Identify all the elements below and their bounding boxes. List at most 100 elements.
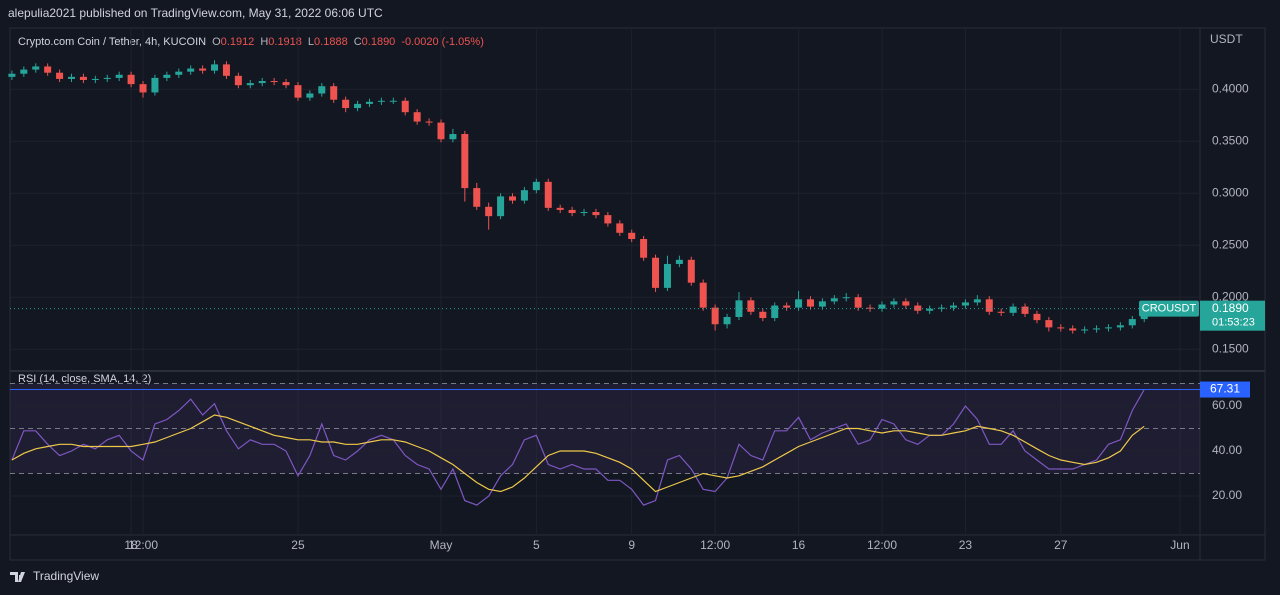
- candle-body: [640, 239, 648, 258]
- candle-body: [151, 77, 159, 93]
- legend-value: 0.1912: [221, 36, 255, 48]
- candle-body: [115, 74, 123, 78]
- legend-value: 0.1890: [362, 36, 396, 48]
- candle-body: [79, 76, 87, 80]
- candle-body: [1081, 329, 1089, 331]
- candle-body: [652, 257, 660, 288]
- candle-body: [950, 305, 958, 308]
- candle-body: [509, 196, 517, 201]
- candle-body: [711, 307, 719, 325]
- candle-body: [1009, 306, 1017, 313]
- candle-body: [580, 211, 588, 214]
- footer: TradingView: [10, 569, 99, 583]
- candle-body: [318, 86, 326, 94]
- candle-body: [401, 100, 409, 113]
- candle-body: [365, 101, 373, 104]
- candle-body: [723, 316, 731, 325]
- candle-body: [56, 72, 64, 79]
- candle-body: [663, 263, 671, 288]
- candle-body: [20, 69, 28, 74]
- value-tag: [1200, 381, 1250, 398]
- candle-body: [246, 83, 254, 86]
- candle-body: [592, 211, 600, 216]
- candle-body: [222, 64, 230, 76]
- x-tick-label: 5: [533, 538, 540, 552]
- candle-body: [759, 311, 767, 319]
- candle-body: [568, 209, 576, 214]
- countdown-text: 01:53:23: [1212, 317, 1255, 329]
- candle-body: [91, 78, 99, 80]
- y-tick-label: 40.00: [1212, 443, 1242, 457]
- candle-body: [878, 304, 886, 309]
- y-tick-label: 0.2500: [1212, 237, 1249, 251]
- candle-body: [675, 259, 683, 264]
- candle-body: [628, 232, 636, 240]
- candle-body: [199, 68, 207, 71]
- candle-body: [258, 81, 266, 84]
- legend-value: 0.1888: [314, 36, 348, 48]
- candle-body: [8, 73, 16, 77]
- price-tag: [1200, 300, 1265, 331]
- candle-body: [1104, 327, 1112, 329]
- candle-body: [270, 81, 278, 83]
- candle-body: [830, 298, 838, 302]
- candle-body: [354, 103, 362, 109]
- x-tick-label: Jun: [1170, 538, 1189, 552]
- candle-body: [437, 122, 445, 140]
- candle-body: [485, 206, 493, 217]
- candle-body: [44, 66, 52, 73]
- candle-body: [520, 190, 528, 201]
- candle-body: [425, 121, 433, 123]
- symbol-tag-text: CROUSDT: [1142, 303, 1197, 315]
- y-axis-label: USDT: [1210, 32, 1243, 46]
- candle-body: [1069, 328, 1077, 331]
- x-tick-label: May: [430, 538, 453, 552]
- y-tick-label: 0.1500: [1212, 341, 1249, 355]
- footer-brand: TradingView: [33, 569, 99, 583]
- y-tick-label: 0.2000: [1212, 289, 1249, 303]
- rsi-title: RSI (14, close, SMA, 14, 2): [18, 373, 151, 385]
- candle-body: [127, 74, 135, 85]
- candle-body: [330, 86, 338, 100]
- candle-body: [842, 297, 850, 299]
- candle-body: [163, 74, 171, 78]
- candle-body: [187, 68, 195, 72]
- candle-body: [1033, 313, 1041, 321]
- candle-body: [926, 308, 934, 311]
- candle-body: [604, 215, 612, 224]
- legend-key: C: [354, 36, 362, 48]
- y-tick-label: 20.00: [1212, 488, 1242, 502]
- x-tick-label: 12:00: [128, 538, 158, 552]
- candle-body: [234, 75, 242, 86]
- candle-body: [139, 84, 147, 93]
- candle-body: [1093, 328, 1101, 330]
- candle-body: [306, 93, 314, 98]
- candle-body: [985, 299, 993, 312]
- candle-body: [771, 305, 779, 319]
- candle-body: [902, 301, 910, 306]
- candle-body: [973, 299, 981, 303]
- candle-body: [747, 300, 755, 312]
- candle-body: [413, 112, 421, 122]
- legend-key: O: [212, 36, 221, 48]
- candle-body: [461, 134, 469, 189]
- series-line: [11, 414, 1145, 493]
- candle-body: [1116, 325, 1124, 328]
- x-tick-label: 12:00: [867, 538, 897, 552]
- x-tick-label: 25: [291, 538, 305, 552]
- x-tick-label: 9: [628, 538, 635, 552]
- candle-body: [1021, 306, 1029, 314]
- legend-value: 0.1918: [268, 36, 302, 48]
- candle-body: [32, 66, 40, 70]
- x-tick-label: 12:00: [700, 538, 730, 552]
- symbol-tag: [1139, 300, 1199, 317]
- candle-body: [997, 311, 1005, 313]
- chart-frame: [9, 27, 1266, 561]
- ohlc-legend: Crypto.com Coin / Tether, 4h, KUCOIN O0.1…: [18, 36, 484, 48]
- candle-body: [175, 71, 183, 75]
- candle-body: [342, 99, 350, 109]
- candle-body: [294, 85, 302, 98]
- candle-body: [544, 181, 552, 208]
